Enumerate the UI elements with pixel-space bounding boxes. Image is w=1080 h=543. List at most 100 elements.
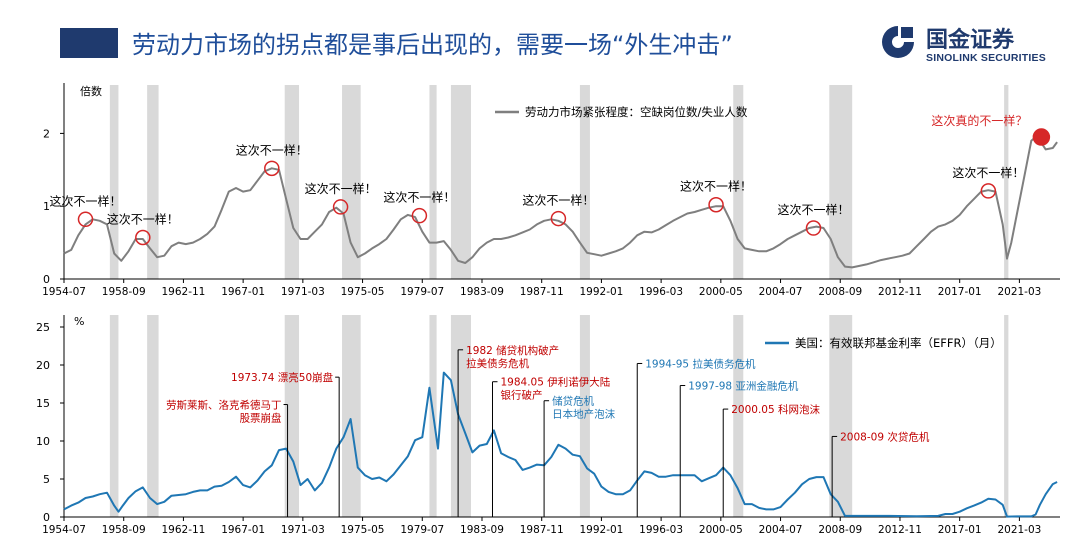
x-tick-label: 1979-07 [400,286,444,298]
x-tick-label: 2008-09 [818,286,862,298]
logo-text-en: SINOLINK SECURITIES [926,52,1046,64]
turning-point-marker [805,220,822,236]
labor-market-tightness-chart: 0 1 2 1954-07 1958-09 1962-11 1967-01 1971-03 19… [42,83,1060,298]
x-tick-label: 2021-03 [997,286,1041,298]
x-tick-label: 2017-01 [938,524,982,536]
x-tick-label: 1967-01 [221,524,265,536]
y-tick-label: 2 [43,127,50,140]
event-annotation-label: 储贷危机 [552,395,594,408]
event-annotation-label: 2008-09 次贷危机 [840,430,930,443]
annotation-label: 这次不一样！ [236,142,308,157]
annotation-label: 这次不一样！ [952,165,1024,180]
x-tick-label: 1962-11 [161,286,205,298]
x-tick-label: 1975-05 [341,286,385,298]
y-tick-label: 20 [36,359,50,372]
recession-band [1004,85,1009,279]
recession-band [147,85,159,279]
event-annotation-label: 2000.05 科网泡沫 [731,403,820,416]
annotation-label: 这次真的不一样？ [931,113,1027,128]
x-tick-label: 1979-07 [400,524,444,536]
recession-band [109,315,119,517]
x-tick-label: 1987-11 [520,524,564,536]
x-tick-label: 1996-03 [639,524,683,536]
turning-point-marker [77,211,94,228]
y-axis-label: % [74,315,84,328]
x-tick-label: 2021-03 [997,524,1041,536]
x-tick-label: 1992-01 [579,286,623,298]
turning-point-marker [411,207,428,224]
title-accent-bar [60,28,118,58]
x-tick-label: 1996-03 [639,286,683,298]
turning-point-marker [264,160,280,177]
recession-band [342,315,361,517]
y-tick-label: 1 [43,200,50,213]
recession-band [284,315,300,517]
x-tick-label: 1954-07 [42,286,86,298]
effr-chart: 0 5 10 15 20 25 1954-07 1958-09 1962-11 1967-01 19… [36,315,1060,536]
logo-text-cn: 国金证券 [926,28,1015,53]
recession-band [1004,315,1009,517]
y-tick-label: 15 [36,397,50,410]
recession-band [829,315,853,517]
x-tick-label: 1954-07 [42,524,86,536]
x-tick-label: 2000-05 [699,524,743,536]
x-tick-label: 2012-11 [878,286,922,298]
event-annotation-label: 拉美债务危机 [466,357,529,370]
x-tick-label: 1987-11 [520,286,564,298]
y-tick-label: 10 [36,435,50,448]
event-annotation-label: 1982 储贷机构破产 [466,344,559,357]
annotation-label: 这次不一样！ [383,190,455,205]
x-tick-label: 1962-11 [161,524,205,536]
x-tick-label: 2004-07 [759,286,803,298]
x-tick-label: 2012-11 [878,524,922,536]
recession-band [147,315,159,517]
event-annotation-label: 1997-98 亚洲金融危机 [688,380,799,393]
company-logo: 国金证券 SINOLINK SECURITIES [880,20,1070,70]
annotation-label: 这次不一样！ [522,193,594,208]
x-tick-label: 1958-09 [102,286,146,298]
annotation-label: 这次不一样！ [778,202,850,217]
event-annotation-label: 1984.05 伊利诺伊大陆 [500,376,610,389]
recession-band [450,315,471,517]
turning-point-marker [135,229,151,246]
y-tick-label: 0 [43,511,50,524]
event-annotation-label: 股票崩盘 [240,412,282,425]
recession-band [429,85,437,279]
y-tick-label: 25 [36,321,50,334]
recession-band [829,85,853,279]
x-tick-label: 1975-05 [341,524,385,536]
series-line [63,371,1058,518]
recession-band [733,85,744,279]
recession-band [733,315,744,517]
x-tick-label: 1992-01 [579,524,623,536]
y-tick-label: 5 [43,473,50,486]
recession-band [450,85,471,279]
annotation-label: 这次不一样！ [107,212,179,227]
legend-label: 劳动力市场紧张程度：空缺岗位数/失业人数 [525,105,748,119]
annotation-label: 这次不一样！ [305,181,377,196]
recession-band [579,315,590,517]
recession-band [109,85,119,279]
turning-point-marker [980,183,997,199]
x-tick-label: 1958-09 [102,524,146,536]
event-annotation-label: 1973.74 漂亮50崩盘 [231,371,334,384]
series-line [63,136,1058,269]
y-tick-label: 0 [43,273,50,286]
page-title: 劳动力市场的拐点都是事后出现的，需要一场“外生冲击” [132,31,733,59]
y-axis-label: 倍数 [80,84,102,98]
x-tick-label: 1983-09 [460,286,504,298]
event-annotation-label: 劳斯莱斯、洛克希德马丁 [166,399,282,412]
x-tick-label: 1983-09 [460,524,504,536]
x-tick-label: 1971-03 [281,524,325,536]
event-annotation-label: 日本地产泡沫 [552,408,615,421]
x-tick-label: 2008-09 [818,524,862,536]
legend-label: 美国：有效联邦基金利率（EFFR）（月） [795,336,1002,350]
annotation-label: 这次不一样！ [680,179,752,194]
highlight-marker [1032,128,1051,146]
event-annotation-label: 银行破产 [500,389,542,402]
x-tick-label: 2017-01 [938,286,982,298]
recession-band [284,85,300,279]
x-tick-label: 2000-05 [699,286,743,298]
x-tick-label: 1971-03 [281,286,325,298]
turning-point-marker [332,199,349,215]
